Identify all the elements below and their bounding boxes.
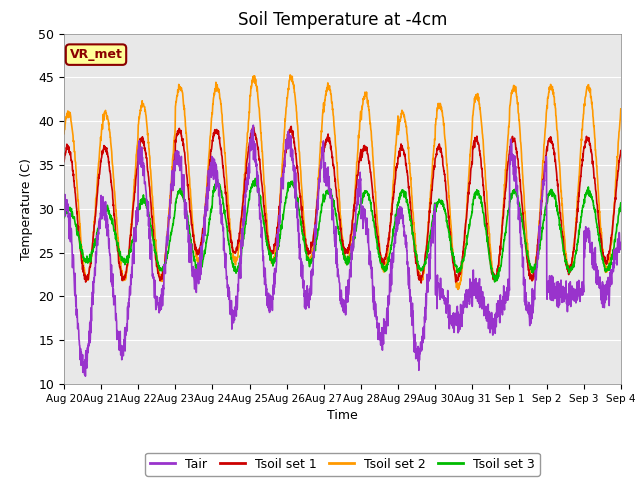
- Line: Tsoil set 1: Tsoil set 1: [64, 126, 621, 283]
- Tsoil set 1: [505, 158, 513, 164]
- Tsoil set 2: [60, 131, 68, 137]
- Tsoil set 1: [60, 159, 68, 165]
- Tsoil set 2: [584, 85, 591, 91]
- Tair: [60, 197, 68, 203]
- Tsoil set 3: [371, 225, 379, 230]
- Tair: [371, 299, 379, 305]
- Tsoil set 1: [417, 280, 425, 286]
- Tsoil set 2: [568, 256, 576, 262]
- Tair: [568, 283, 576, 289]
- Tsoil set 1: [568, 258, 576, 264]
- Tair: [216, 187, 223, 193]
- Tsoil set 1: [216, 136, 223, 142]
- Tsoil set 1: [287, 123, 295, 129]
- Tsoil set 3: [359, 196, 367, 202]
- Tsoil set 1: [371, 211, 379, 216]
- Legend: Tair, Tsoil set 1, Tsoil set 2, Tsoil set 3: Tair, Tsoil set 1, Tsoil set 2, Tsoil se…: [145, 453, 540, 476]
- Tsoil set 3: [568, 264, 576, 270]
- Tsoil set 3: [60, 215, 68, 220]
- Tsoil set 2: [371, 182, 379, 188]
- Tsoil set 3: [617, 200, 625, 206]
- Line: Tsoil set 3: Tsoil set 3: [64, 179, 621, 282]
- Tsoil set 3: [491, 279, 499, 285]
- Tair: [617, 244, 625, 250]
- Tsoil set 2: [216, 89, 223, 95]
- Tsoil set 2: [505, 124, 513, 130]
- Line: Tsoil set 2: Tsoil set 2: [64, 75, 621, 289]
- Tsoil set 2: [454, 287, 462, 292]
- Title: Soil Temperature at -4cm: Soil Temperature at -4cm: [237, 11, 447, 29]
- Tsoil set 3: [216, 183, 223, 189]
- Tsoil set 3: [505, 207, 513, 213]
- Tsoil set 1: [584, 138, 591, 144]
- Tsoil set 2: [286, 72, 294, 78]
- Tsoil set 3: [252, 176, 259, 181]
- Tair: [359, 226, 367, 231]
- X-axis label: Time: Time: [327, 409, 358, 422]
- Tsoil set 3: [584, 190, 591, 196]
- Tsoil set 2: [617, 106, 625, 112]
- Tsoil set 1: [617, 148, 625, 154]
- Tair: [250, 122, 257, 128]
- Tair: [505, 291, 513, 297]
- Tair: [584, 229, 591, 235]
- Y-axis label: Temperature (C): Temperature (C): [20, 158, 33, 260]
- Tsoil set 1: [359, 147, 367, 153]
- Tsoil set 2: [359, 102, 367, 108]
- Tair: [81, 373, 89, 379]
- Text: VR_met: VR_met: [70, 48, 122, 61]
- Line: Tair: Tair: [64, 125, 621, 376]
